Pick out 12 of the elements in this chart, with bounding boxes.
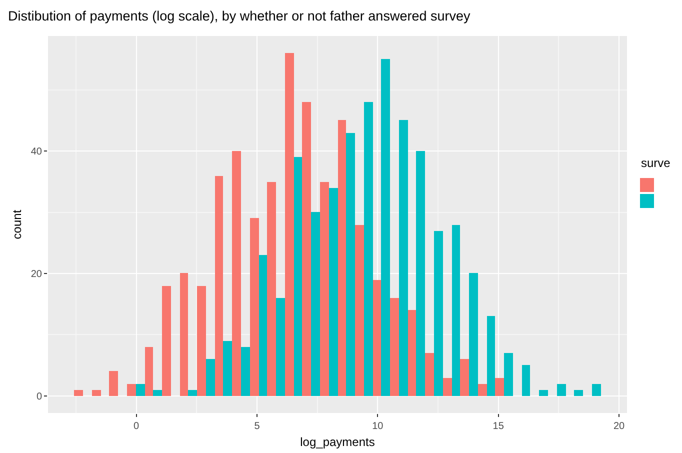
x-tick-label: 5 — [254, 421, 260, 432]
y-axis-title: count — [10, 209, 24, 240]
y-tick-label: 40 — [30, 146, 42, 158]
chart-title: Distibution of payments (log scale), by whether or not father answered survey — [8, 8, 470, 24]
x-tick-label: 10 — [372, 421, 384, 432]
legend-title: surve — [641, 156, 671, 170]
x-tick-label: 20 — [613, 421, 626, 432]
y-tick-label: 20 — [30, 268, 42, 280]
x-tick-label: 0 — [134, 421, 140, 432]
x-axis-title: log_payments — [300, 434, 375, 449]
x-tick-label: 15 — [492, 421, 504, 432]
y-tick-label: 0 — [36, 391, 42, 402]
